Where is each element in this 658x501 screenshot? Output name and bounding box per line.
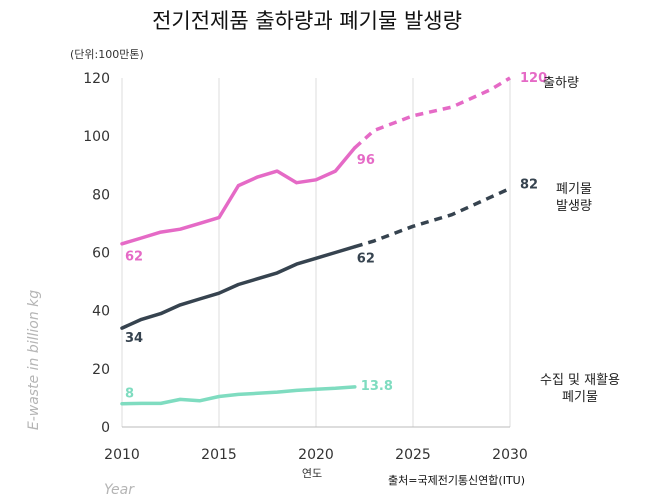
series-lines [120,76,511,406]
y-tick-20: 20 [92,362,110,378]
legend-entry-2-1: 폐기물 [556,182,592,197]
data-labels: 62 96 120 34 62 82 8 13.8 [125,71,547,402]
x-tick-2025: 2025 [395,447,431,463]
y-axis-label-en: E-waste in billion kg [26,290,42,430]
y-tick-120: 120 [83,71,110,87]
y-tick-60: 60 [92,246,110,262]
y-tick-labels: 0 20 40 60 80 100 120 [83,71,110,436]
legend-entry-3-1: 수집 및 재활용 [540,373,620,388]
data-label-1-1: 62 [125,250,143,265]
source-note: 출처=국제전기통신연합(ITU) [388,474,525,487]
chart-title: 전기전제품 출하량과 폐기물 발생량 [152,9,462,33]
data-label-2-3: 82 [520,178,538,193]
series-line-3 [120,385,357,406]
data-label-3-2: 13.8 [361,379,393,394]
legend-entry-3-2: 폐기물 [562,390,598,405]
series-line-1 [120,146,357,246]
legend-entry-1-1: 출하량 [543,76,579,91]
data-label-3-1: 8 [125,387,134,402]
series-projection-2 [354,186,511,249]
legend-entry-2-2: 발생량 [556,199,592,214]
x-axis-label: 연도 [302,467,322,480]
grid-lines [121,78,511,428]
x-tick-2020: 2020 [298,447,334,463]
unit-label: (단위:100만톤) [70,48,144,61]
data-label-1-2: 96 [357,153,375,168]
series-line-2 [120,244,357,330]
x-tick-2010: 2010 [104,447,140,463]
series-projection-1 [353,76,511,150]
data-label-1-3: 120 [520,71,547,86]
x-axis-label-en: Year [104,482,135,498]
data-label-2-1: 34 [125,331,143,346]
x-tick-2015: 2015 [201,447,237,463]
data-label-2-2: 62 [357,252,375,267]
y-tick-40: 40 [92,304,110,320]
x-tick-2030: 2030 [492,447,528,463]
y-tick-100: 100 [83,129,110,145]
x-tick-labels: 2010 2015 2020 2025 2030 [104,447,528,463]
y-tick-0: 0 [101,420,110,436]
y-tick-80: 80 [92,187,110,203]
